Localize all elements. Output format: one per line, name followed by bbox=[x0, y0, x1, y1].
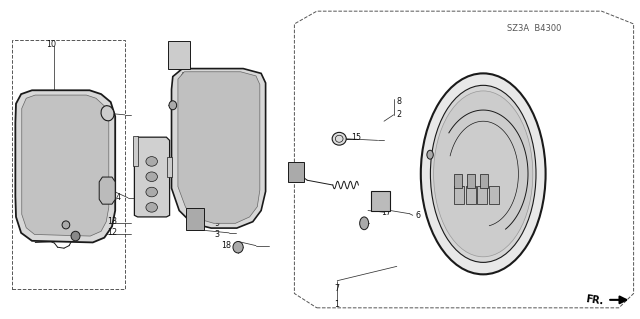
Text: 11: 11 bbox=[101, 110, 111, 119]
Text: 18: 18 bbox=[221, 241, 231, 250]
Bar bbox=[167, 157, 172, 177]
Text: 17: 17 bbox=[179, 107, 189, 115]
Bar bbox=[168, 41, 189, 69]
Text: 16: 16 bbox=[448, 151, 458, 160]
Ellipse shape bbox=[360, 217, 369, 230]
Ellipse shape bbox=[71, 231, 80, 241]
Text: 1: 1 bbox=[334, 300, 339, 309]
Bar bbox=[489, 186, 499, 204]
Text: SZ3A  B4300: SZ3A B4300 bbox=[508, 24, 561, 33]
Text: 4: 4 bbox=[179, 72, 184, 81]
Ellipse shape bbox=[169, 101, 177, 110]
Text: 5: 5 bbox=[179, 60, 184, 69]
Text: 12: 12 bbox=[108, 228, 118, 237]
Ellipse shape bbox=[62, 221, 70, 229]
Polygon shape bbox=[178, 72, 260, 223]
Polygon shape bbox=[99, 177, 115, 204]
Polygon shape bbox=[15, 90, 115, 242]
Text: 15: 15 bbox=[351, 133, 361, 142]
Bar bbox=[133, 136, 138, 166]
Polygon shape bbox=[134, 137, 170, 217]
Text: 7: 7 bbox=[334, 284, 339, 293]
Ellipse shape bbox=[146, 157, 157, 166]
Bar bbox=[288, 162, 304, 182]
Ellipse shape bbox=[146, 187, 157, 197]
Ellipse shape bbox=[427, 150, 433, 159]
Text: 9: 9 bbox=[214, 219, 220, 228]
Ellipse shape bbox=[146, 172, 157, 182]
Bar bbox=[466, 186, 476, 204]
Bar bbox=[454, 186, 465, 204]
Bar bbox=[480, 174, 488, 188]
Ellipse shape bbox=[233, 241, 243, 253]
Bar bbox=[186, 208, 204, 230]
Bar bbox=[454, 174, 462, 188]
Text: 13: 13 bbox=[108, 217, 118, 226]
Ellipse shape bbox=[430, 85, 536, 263]
Ellipse shape bbox=[421, 73, 545, 274]
Bar bbox=[477, 186, 488, 204]
Bar bbox=[467, 174, 475, 188]
Text: 8: 8 bbox=[397, 97, 402, 106]
Polygon shape bbox=[172, 69, 266, 228]
Polygon shape bbox=[22, 95, 109, 236]
Text: 6: 6 bbox=[416, 211, 421, 220]
Bar bbox=[371, 191, 390, 211]
Text: 10: 10 bbox=[46, 40, 56, 48]
Text: 17: 17 bbox=[381, 208, 391, 217]
Text: 2: 2 bbox=[397, 110, 402, 119]
Text: FR.: FR. bbox=[585, 294, 604, 306]
Text: 14: 14 bbox=[111, 193, 121, 202]
Ellipse shape bbox=[146, 203, 157, 212]
Text: 3: 3 bbox=[214, 230, 220, 239]
Ellipse shape bbox=[101, 106, 114, 121]
Ellipse shape bbox=[332, 132, 346, 145]
Ellipse shape bbox=[434, 91, 532, 257]
